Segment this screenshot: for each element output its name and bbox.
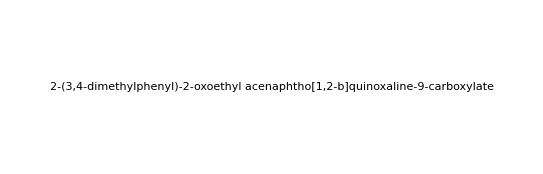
Text: 2-(3,4-dimethylphenyl)-2-oxoethyl acenaphtho[1,2-b]quinoxaline-9-carboxylate: 2-(3,4-dimethylphenyl)-2-oxoethyl acenap… (49, 82, 494, 92)
